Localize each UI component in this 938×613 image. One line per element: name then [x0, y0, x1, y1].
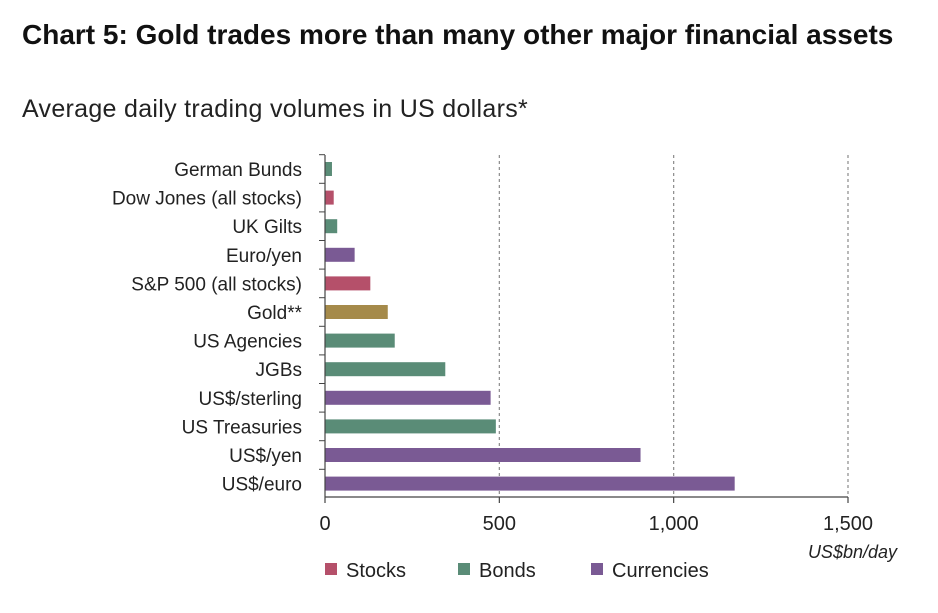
legend-item-currencies: Currencies	[591, 560, 709, 583]
legend-item-stocks: Stocks	[325, 560, 406, 583]
bar-us-sterling	[325, 390, 491, 405]
x-tick-label-1: 500	[483, 513, 516, 535]
x-tick-label-3: 1,500	[823, 513, 873, 535]
bar-us-yen	[325, 448, 641, 462]
x-axis-label: US$bn/day	[808, 542, 898, 562]
category-label-us-treasuries: US Treasuries	[182, 417, 302, 438]
bar-us-euro	[325, 476, 735, 491]
legend-item-bonds: Bonds	[458, 560, 536, 583]
chart-title: Chart 5: Gold trades more than many othe…	[22, 19, 894, 50]
category-label-s-p-500-all-stocks: S&P 500 (all stocks)	[131, 274, 302, 295]
legend-swatch-bonds	[458, 563, 470, 575]
category-label-gold: Gold**	[247, 303, 303, 324]
bar-uk-gilts	[325, 219, 338, 234]
category-label-euro-yen: Euro/yen	[226, 246, 302, 267]
bar-us-treasuries	[325, 419, 496, 434]
legend-swatch-stocks	[325, 563, 337, 575]
category-label-german-bunds: German Bunds	[174, 160, 302, 181]
bar-gold	[325, 305, 388, 319]
category-label-uk-gilts: UK Gilts	[232, 217, 302, 238]
bar-german-bunds	[325, 162, 332, 176]
legend-label-currencies: Currencies	[612, 560, 709, 582]
legend-swatch-currencies	[591, 563, 603, 575]
bar-euro-yen	[325, 247, 355, 262]
bar-jgbs	[325, 362, 446, 377]
bar-us-agencies	[325, 333, 395, 348]
category-label-jgbs: JGBs	[256, 360, 302, 381]
category-label-us-euro: US$/euro	[222, 475, 302, 496]
x-tick-label-0: 0	[319, 513, 330, 535]
x-tick-label-2: 1,000	[649, 513, 699, 535]
category-label-dow-jones-all-stocks: Dow Jones (all stocks)	[112, 189, 302, 210]
legend-label-bonds: Bonds	[479, 560, 536, 582]
category-label-us-yen: US$/yen	[229, 446, 302, 467]
bar-dow-jones-all-stocks	[325, 190, 334, 205]
category-label-us-agencies: US Agencies	[193, 332, 302, 353]
chart-subtitle: Average daily trading volumes in US doll…	[22, 95, 529, 123]
category-label-us-sterling: US$/sterling	[199, 389, 303, 410]
bar-s-p-500-all-stocks	[325, 276, 371, 291]
legend-label-stocks: Stocks	[346, 560, 407, 582]
